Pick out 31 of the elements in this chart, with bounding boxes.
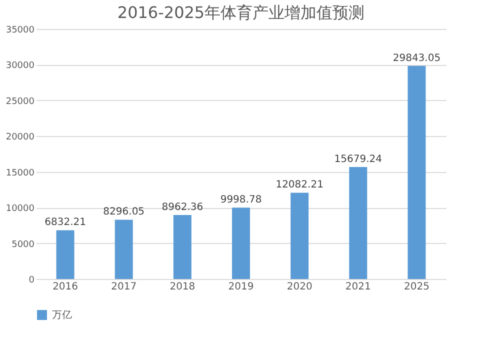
data-label: 6832.21 bbox=[44, 217, 86, 228]
bar bbox=[349, 167, 368, 279]
data-label: 12082.21 bbox=[276, 180, 324, 191]
y-tick-label: 5000 bbox=[12, 240, 35, 250]
y-tick-label: 30000 bbox=[6, 61, 35, 72]
x-tick-label: 2016 bbox=[52, 282, 78, 292]
bar bbox=[290, 192, 309, 279]
y-tick-label: 10000 bbox=[6, 204, 35, 214]
bar bbox=[232, 208, 250, 279]
y-tick-label: 15000 bbox=[6, 168, 35, 178]
bar bbox=[114, 220, 133, 279]
data-label: 9998.78 bbox=[220, 194, 262, 206]
data-label: 8296.05 bbox=[103, 206, 145, 218]
x-tick-label: 2020 bbox=[286, 282, 312, 292]
data-label: 15679.24 bbox=[334, 154, 382, 166]
y-tick-label: 20000 bbox=[6, 132, 35, 143]
x-tick-label: 2025 bbox=[404, 282, 430, 292]
x-tick-label: 2019 bbox=[228, 282, 254, 292]
bar bbox=[173, 214, 192, 279]
data-label: 8962.36 bbox=[162, 202, 204, 213]
x-tick-label: 2017 bbox=[111, 282, 137, 292]
y-tick-label: 0 bbox=[28, 276, 35, 286]
bar bbox=[56, 230, 74, 279]
legend-label: 万亿 bbox=[52, 310, 72, 321]
y-tick-label: 25000 bbox=[6, 96, 35, 107]
x-tick-label: 2021 bbox=[345, 282, 371, 292]
data-label: 29843.05 bbox=[392, 52, 441, 64]
chart-title: 2016-2025年体育产业增加值预测 bbox=[117, 3, 365, 22]
y-tick-label: 35000 bbox=[6, 26, 35, 36]
bar bbox=[408, 66, 426, 279]
x-tick-label: 2018 bbox=[170, 282, 196, 292]
